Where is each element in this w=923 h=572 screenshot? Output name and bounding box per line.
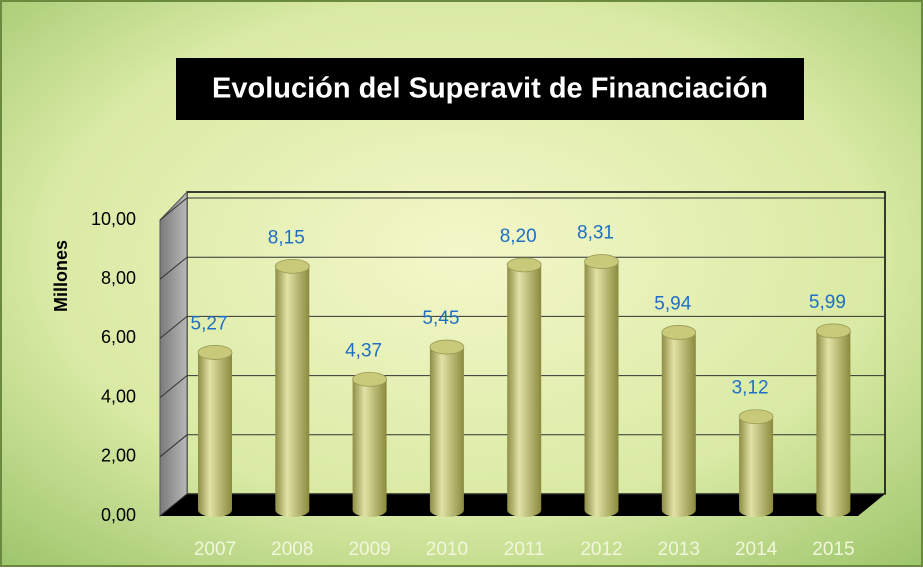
x-tick-label: 2007 xyxy=(194,539,236,560)
bar-top xyxy=(738,409,774,425)
bar xyxy=(661,332,696,517)
y-tick-label: 4,00 xyxy=(101,386,136,406)
x-tick-label: 2015 xyxy=(812,539,854,560)
side-wall xyxy=(159,190,188,518)
grid-line xyxy=(159,434,885,458)
y-tick-label: 2,00 xyxy=(101,446,136,466)
grid-line xyxy=(159,493,885,517)
bar xyxy=(816,330,851,517)
bar-top xyxy=(429,339,465,355)
data-label: 3,12 xyxy=(732,378,769,399)
bar-top xyxy=(274,258,310,274)
bar xyxy=(352,379,387,517)
data-label: 8,31 xyxy=(577,223,614,244)
data-label: 8,15 xyxy=(268,227,305,248)
bar-top xyxy=(584,254,619,269)
bar-top xyxy=(352,371,388,387)
x-tick-label: 2014 xyxy=(735,539,778,560)
title-box xyxy=(176,58,804,120)
bar-top xyxy=(816,323,851,339)
bar xyxy=(739,416,774,517)
y-tick-label: 8,00 xyxy=(101,268,136,288)
bar xyxy=(198,352,232,517)
x-tick-label: 2009 xyxy=(348,539,390,560)
x-tick-label: 2008 xyxy=(271,539,313,560)
data-label: 8,20 xyxy=(500,226,537,247)
bar xyxy=(584,261,619,517)
x-tick-label: 2013 xyxy=(658,539,700,560)
grid-line xyxy=(159,375,885,398)
bar xyxy=(275,266,310,517)
data-label: 5,45 xyxy=(422,308,459,329)
y-tick-label: 6,00 xyxy=(101,327,136,347)
data-label: 5,94 xyxy=(654,293,691,314)
data-label: 4,37 xyxy=(345,340,382,361)
bar xyxy=(429,347,464,517)
y-axis-label: Millones xyxy=(51,240,71,312)
grid-line xyxy=(159,256,885,280)
bar-top xyxy=(506,257,542,273)
x-tick-label: 2011 xyxy=(504,539,545,560)
grid-line xyxy=(159,197,885,221)
y-tick-label: 10,00 xyxy=(91,209,136,229)
grid-line xyxy=(159,315,885,339)
data-label: 5,99 xyxy=(809,292,846,313)
bar xyxy=(507,264,542,517)
x-tick-label: 2012 xyxy=(580,539,622,560)
chart-title: Evolución del Superavit de Financiación xyxy=(212,73,768,105)
x-tick-label: 2010 xyxy=(426,539,468,560)
bar-top xyxy=(197,345,233,360)
bar-top xyxy=(661,325,697,340)
data-label: 5,27 xyxy=(191,313,228,334)
y-tick-label: 0,00 xyxy=(101,505,136,525)
